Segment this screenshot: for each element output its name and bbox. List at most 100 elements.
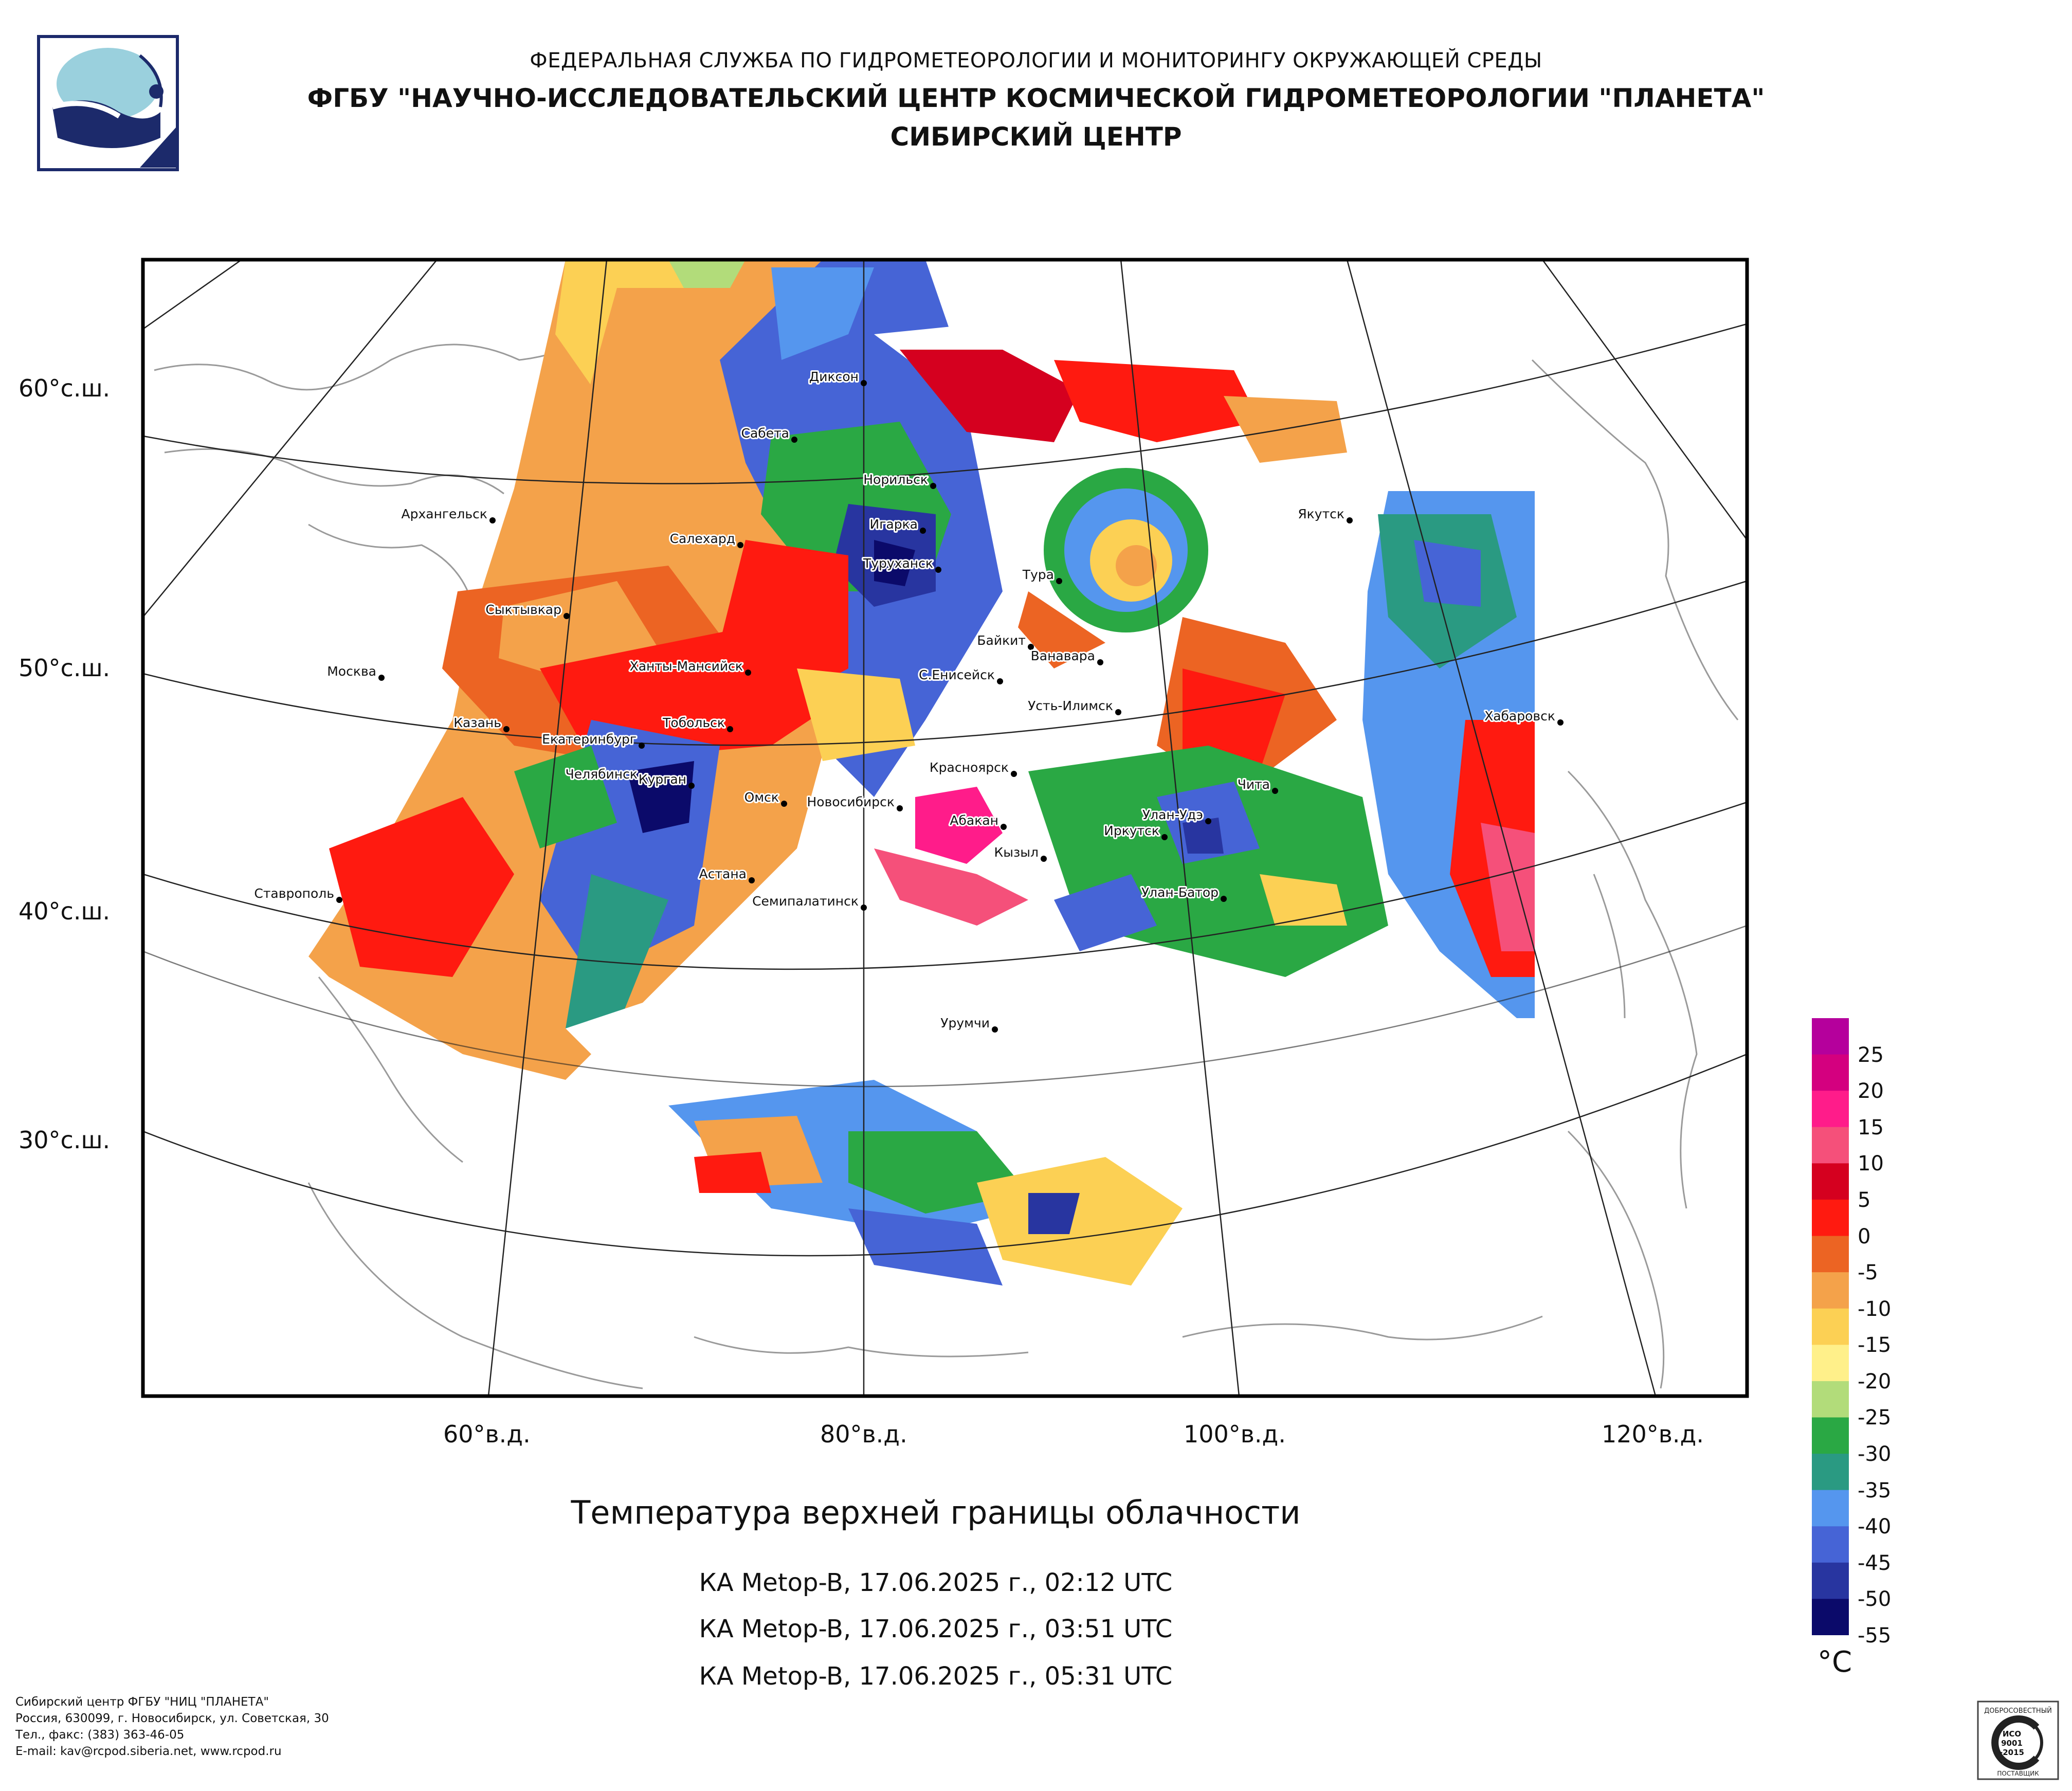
colorbar-segment — [1812, 1091, 1849, 1128]
organization-name: ФГБУ "НАУЧНО-ИССЛЕДОВАТЕЛЬСКИЙ ЦЕНТР КОС… — [307, 83, 1765, 113]
map-title: Температура верхней границы облачности — [571, 1494, 1301, 1531]
city-dot — [1028, 644, 1034, 650]
colorbar-tick-label: 25 — [1858, 1043, 1884, 1067]
colorbar-segment — [1812, 1163, 1849, 1200]
city-dot — [1011, 771, 1017, 777]
city-label: Семипалатинск — [752, 894, 859, 909]
city-7: Сыктывкар — [484, 601, 570, 619]
colorbar-segment — [1812, 1272, 1849, 1309]
city-5: Салехард — [668, 530, 743, 548]
lat-label-60: 60°с.ш. — [19, 374, 111, 402]
city-13: Челябинск — [564, 765, 646, 784]
colorbar-segment — [1812, 1490, 1849, 1527]
city-label: Ханты-Мансийск — [630, 659, 743, 674]
city-11: Екатеринбург — [540, 730, 645, 749]
city-label: Кызыл — [994, 845, 1039, 860]
colorbar-tick-label: -25 — [1858, 1406, 1892, 1430]
city-dot — [1001, 824, 1007, 830]
agency-header: ФЕДЕРАЛЬНАЯ СЛУЖБА ПО ГИДРОМЕТЕОРОЛОГИИ … — [530, 49, 1542, 73]
city-32: Семипалатинск — [751, 892, 867, 911]
city-dot — [1272, 788, 1278, 794]
iso-line-2: 9001 — [2001, 1739, 2023, 1748]
city-markers: Диксон Сабета Норильск Игарка Туруханск Салех… — [252, 368, 1564, 1033]
planeta-logo — [37, 35, 179, 171]
colorbar-tick-label: -40 — [1858, 1515, 1892, 1539]
city-dot — [745, 670, 751, 676]
city-dot — [1056, 578, 1062, 584]
city-dot — [1557, 719, 1564, 726]
city-label: Туруханск — [863, 556, 933, 571]
city-dot — [503, 726, 510, 732]
city-26: Хабаровск — [1483, 707, 1564, 726]
colorbar-segment — [1812, 1199, 1849, 1237]
city-14: Курган — [637, 770, 695, 789]
pass-info-1: КА Metop-B, 17.06.2025 г., 02:12 UTC — [699, 1568, 1173, 1597]
city-17: Абакан — [948, 811, 1007, 830]
lat-label-30: 30°с.ш. — [19, 1126, 111, 1154]
footer-line-2: Россия, 630099, г. Новосибирск, ул. Сове… — [15, 1712, 329, 1725]
city-label: Чита — [1238, 777, 1270, 792]
footer-line-1: Сибирский центр ФГБУ "НИЦ "ПЛАНЕТА" — [15, 1695, 269, 1709]
center-name: СИБИРСКИЙ ЦЕНТР — [890, 122, 1182, 152]
city-dot — [997, 678, 1003, 684]
city-dot — [920, 528, 926, 534]
city-label: Игарка — [870, 517, 918, 532]
colorbar-segment — [1812, 1526, 1849, 1563]
colorbar-segment — [1812, 1018, 1849, 1055]
city-33: Урумчи — [939, 1014, 998, 1033]
city-label: Сыктывкар — [485, 602, 561, 617]
pass-info-2: КА Metop-B, 17.06.2025 г., 03:51 UTC — [699, 1615, 1173, 1643]
iso-arc-text: ДОБРОСОВЕСТНЫЙ — [1984, 1707, 2052, 1715]
city-dot — [737, 542, 743, 548]
city-dot — [749, 877, 755, 883]
city-label: Сабета — [741, 426, 789, 441]
lon-label-120: 120°в.д. — [1602, 1420, 1704, 1448]
city-34: Ставрополь — [252, 884, 342, 903]
lon-label-60: 60°в.д. — [443, 1420, 531, 1448]
city-12: Тобольск — [661, 714, 733, 732]
footer-email: E-mail: kav@rcpod.siberia.net, www.rcpod… — [15, 1745, 282, 1758]
colorbar-segment — [1812, 1054, 1849, 1091]
city-21: Байкит — [975, 631, 1034, 650]
city-dot — [861, 904, 867, 911]
city-dot — [992, 1026, 998, 1033]
city-19: Красноярск — [928, 758, 1017, 777]
city-label: Якутск — [1298, 506, 1344, 521]
iso-line-3: -2015 — [2000, 1748, 2024, 1757]
footer-line-3: Тел., факс: (383) 363-46-05 — [15, 1728, 185, 1742]
city-28: Улан-Удэ — [1141, 806, 1211, 824]
map-frame — [141, 258, 1749, 1398]
city-label: Новосибирск — [807, 794, 895, 809]
city-dot — [1115, 709, 1121, 715]
colorbar-segment — [1812, 1127, 1849, 1164]
city-4: Туруханск — [861, 554, 941, 573]
city-31: Астана — [698, 865, 755, 883]
city-16: Новосибирск — [806, 793, 903, 811]
graticule — [143, 260, 1747, 1396]
lat-label-40: 40°с.ш. — [19, 897, 111, 925]
city-27: Чита — [1236, 775, 1278, 794]
city-label: Астана — [699, 866, 747, 881]
city-label: Красноярск — [930, 760, 1009, 775]
city-label: Диксон — [809, 369, 859, 384]
city-dot — [1161, 834, 1168, 840]
city-label: Омск — [744, 790, 779, 805]
city-label: Улан-Удэ — [1142, 807, 1203, 822]
city-label: Архангельск — [401, 506, 487, 521]
city-label: С.Енисейск — [919, 667, 995, 682]
city-label: Казань — [453, 715, 501, 730]
city-2: Норильск — [862, 471, 936, 489]
iso-line-1: ИСО — [2003, 1729, 2021, 1739]
satellite-swaths — [308, 260, 1535, 1316]
colorbar-segment — [1812, 1345, 1849, 1382]
city-label: Тобольск — [662, 715, 725, 730]
city-dot — [1041, 856, 1047, 862]
colorbar-tick-label: -50 — [1858, 1587, 1892, 1612]
city-dot — [489, 517, 496, 523]
colorbar-segment — [1812, 1236, 1849, 1273]
colorbar-tick-label: 5 — [1858, 1188, 1871, 1212]
city-18: Кызыл — [993, 843, 1047, 862]
city-29: Иркутск — [1102, 822, 1168, 840]
city-label: Ставрополь — [254, 886, 334, 901]
colorbar-tick-label: -45 — [1858, 1551, 1892, 1575]
